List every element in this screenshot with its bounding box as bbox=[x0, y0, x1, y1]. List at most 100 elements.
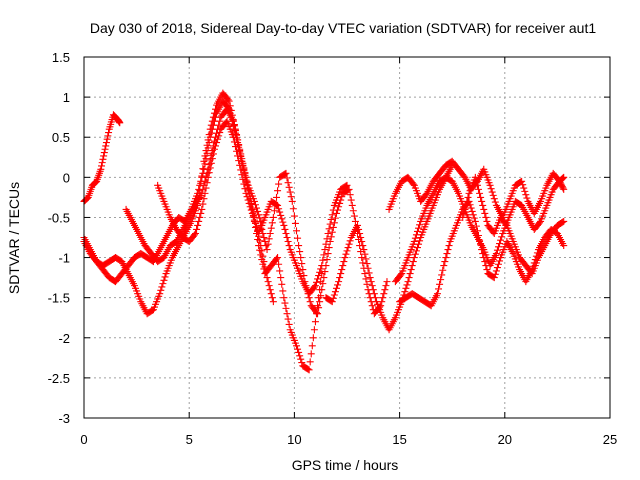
data-point bbox=[207, 159, 215, 167]
data-point bbox=[281, 225, 289, 233]
data-point bbox=[316, 298, 324, 306]
data-point bbox=[559, 218, 567, 226]
data-point bbox=[202, 155, 210, 163]
data-point bbox=[380, 290, 388, 298]
data-point bbox=[298, 260, 306, 268]
data-point bbox=[265, 235, 273, 243]
data-point bbox=[102, 142, 110, 150]
data-point bbox=[199, 185, 207, 193]
data-point bbox=[345, 185, 353, 193]
data-point bbox=[205, 139, 213, 147]
data-point bbox=[411, 250, 419, 258]
data-point bbox=[558, 175, 566, 183]
data-point bbox=[331, 288, 339, 296]
data-point bbox=[256, 246, 264, 254]
data-point bbox=[327, 233, 335, 241]
data-point bbox=[560, 173, 568, 181]
data-point bbox=[397, 271, 405, 279]
data-point bbox=[487, 185, 495, 193]
data-point bbox=[258, 256, 266, 264]
data-point bbox=[327, 215, 335, 223]
data-point bbox=[330, 219, 338, 227]
data-point bbox=[403, 281, 411, 289]
data-point bbox=[303, 286, 311, 294]
data-point bbox=[287, 193, 295, 201]
data-point bbox=[268, 294, 276, 302]
data-point bbox=[466, 201, 474, 209]
data-point bbox=[411, 234, 419, 242]
data-point bbox=[356, 229, 364, 237]
data-point bbox=[318, 286, 326, 294]
data-point bbox=[328, 298, 336, 306]
data-point bbox=[254, 207, 262, 215]
data-point bbox=[282, 169, 290, 177]
data-point bbox=[102, 139, 110, 147]
data-point bbox=[283, 174, 291, 182]
data-point bbox=[248, 209, 256, 217]
data-point bbox=[245, 199, 253, 207]
data-point bbox=[346, 191, 354, 199]
data-point bbox=[294, 234, 302, 242]
data-point bbox=[331, 214, 339, 222]
data-point bbox=[200, 195, 208, 203]
data-point bbox=[480, 205, 488, 213]
data-point bbox=[265, 282, 273, 290]
data-point bbox=[368, 302, 376, 310]
data-point bbox=[212, 142, 219, 150]
y-tick-label: -1 bbox=[58, 251, 70, 266]
data-point bbox=[201, 189, 209, 197]
data-point bbox=[319, 256, 327, 264]
data-point bbox=[412, 231, 420, 239]
data-point bbox=[337, 196, 345, 204]
data-point bbox=[559, 174, 567, 182]
y-tick-label: 1 bbox=[63, 90, 70, 105]
data-point bbox=[409, 258, 417, 266]
data-point bbox=[439, 266, 447, 274]
data-point bbox=[520, 184, 528, 192]
data-point bbox=[116, 119, 124, 127]
data-point bbox=[408, 262, 416, 270]
data-point bbox=[324, 229, 332, 237]
data-point bbox=[463, 197, 471, 205]
data-point bbox=[240, 180, 248, 188]
data-point bbox=[204, 144, 212, 152]
data-point bbox=[341, 254, 349, 262]
data-point bbox=[241, 185, 249, 193]
data-point bbox=[405, 274, 413, 282]
data-point bbox=[522, 191, 530, 199]
data-point bbox=[157, 286, 165, 294]
data-point bbox=[266, 286, 274, 294]
plot-frame bbox=[83, 56, 611, 419]
data-point bbox=[350, 212, 358, 220]
data-point bbox=[273, 201, 281, 209]
data-point bbox=[257, 221, 265, 229]
data-point bbox=[314, 310, 322, 318]
data-point bbox=[442, 254, 450, 262]
data-point bbox=[253, 204, 261, 212]
data-point bbox=[344, 244, 352, 252]
data-point bbox=[235, 157, 243, 165]
data-point bbox=[249, 213, 257, 221]
data-point bbox=[306, 358, 314, 366]
data-point bbox=[346, 237, 354, 245]
data-point bbox=[100, 152, 108, 160]
data-point bbox=[335, 278, 343, 286]
data-point bbox=[324, 250, 332, 258]
data-point bbox=[274, 254, 282, 262]
data-point bbox=[230, 122, 238, 130]
data-point bbox=[467, 204, 475, 212]
data-point bbox=[263, 274, 271, 282]
data-point bbox=[435, 285, 443, 293]
data-point bbox=[238, 171, 246, 179]
data-point bbox=[259, 260, 267, 268]
data-point bbox=[101, 145, 109, 153]
data-point bbox=[370, 290, 378, 298]
y-tick-label: 1.5 bbox=[52, 50, 70, 65]
data-point bbox=[156, 290, 164, 298]
data-point bbox=[308, 342, 316, 350]
data-point bbox=[486, 181, 494, 189]
data-point bbox=[316, 268, 324, 276]
data-point bbox=[477, 241, 485, 249]
data-point bbox=[193, 225, 201, 233]
data-point bbox=[98, 159, 106, 167]
